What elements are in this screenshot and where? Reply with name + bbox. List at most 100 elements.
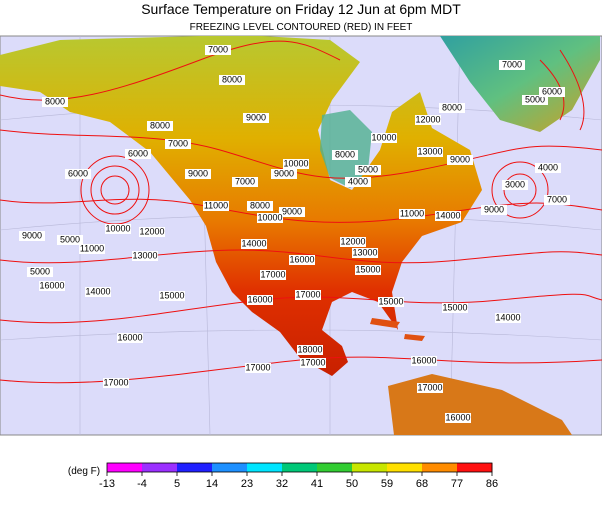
colorbar-segment — [142, 463, 178, 472]
colorbar-frame — [106, 462, 493, 473]
contour-label-bg — [19, 231, 45, 241]
contour-label-bg — [27, 267, 53, 277]
contour-label: 16000 — [247, 294, 272, 304]
colorbar-tick-label: 41 — [311, 478, 323, 490]
colorbar-tick-label: 14 — [206, 478, 218, 490]
contour-label-bg — [159, 291, 185, 301]
contour-label-bg — [279, 207, 305, 217]
contour-label: 8000 — [150, 120, 170, 130]
contour-label-bg — [411, 356, 437, 366]
contour-label: 10000 — [371, 132, 396, 142]
contour-label: 17000 — [295, 289, 320, 299]
contour-label-bg — [257, 213, 283, 223]
contour-label-bg — [417, 147, 443, 157]
contour-label-bg — [165, 139, 191, 149]
contour-label: 9000 — [484, 204, 504, 214]
contour-label-bg — [439, 103, 465, 113]
contour-label: 14000 — [241, 238, 266, 248]
contour-label-bg — [535, 163, 561, 173]
contour-label-bg — [399, 209, 425, 219]
contour-label: 15000 — [355, 264, 380, 274]
contour-label-bg — [271, 169, 297, 179]
contour-label: 12000 — [340, 236, 365, 246]
contour-label-bg — [260, 270, 286, 280]
colorbar-tick-label: 50 — [346, 478, 358, 490]
contour-label-bg — [241, 239, 267, 249]
caribbean-islands — [370, 318, 425, 341]
contour-label-bg — [219, 75, 245, 85]
colorbar-tick-label: 77 — [451, 478, 463, 490]
colorbar-tick-label: 86 — [486, 478, 498, 490]
contour-label-bg — [245, 363, 271, 373]
contour-label: 17000 — [417, 382, 442, 392]
greenland — [440, 36, 600, 132]
colorbar-unit: (deg F) — [68, 466, 100, 477]
contour-label: 7000 — [168, 138, 188, 148]
contour-label-bg — [283, 159, 309, 169]
contour-label-bg — [522, 95, 548, 105]
contour-label-bg — [147, 121, 173, 131]
colorbar-segment — [177, 463, 213, 472]
contour-label-bg — [103, 378, 129, 388]
contour-label: 10000 — [283, 158, 308, 168]
contour-label-bg — [539, 87, 565, 97]
contour-label-bg — [355, 165, 381, 175]
contour-label-bg — [447, 155, 473, 165]
contour-label: 16000 — [445, 412, 470, 422]
contour-label-bg — [65, 169, 91, 179]
contour-label: 16000 — [117, 332, 142, 342]
contour-label: 11000 — [204, 200, 228, 210]
colorbar-segment — [352, 463, 388, 472]
contour-label: 5000 — [60, 234, 80, 244]
colorbar-segment — [107, 463, 143, 472]
contour-label: 4000 — [348, 176, 368, 186]
title: Surface Temperature on Friday 12 Jun at … — [141, 1, 461, 17]
colorbar-tick-label: -13 — [99, 478, 115, 490]
contour-label: 9000 — [274, 168, 294, 178]
contour-label: 15000 — [378, 296, 403, 306]
contour-label-bg — [417, 383, 443, 393]
contour-label: 10000 — [105, 223, 130, 233]
colorbar-segment — [422, 463, 458, 472]
contour-label-bg — [125, 149, 151, 159]
contour-label: 17000 — [260, 269, 285, 279]
contour-label-bg — [139, 227, 165, 237]
contour-label-bg — [79, 244, 105, 254]
contour-label: 9000 — [246, 112, 266, 122]
contour-label-bg — [132, 251, 158, 261]
colorbar-tick-label: 59 — [381, 478, 393, 490]
contour-label: 11000 — [80, 243, 104, 253]
contour-label: 9000 — [22, 230, 42, 240]
contour-label-bg — [289, 255, 315, 265]
contour-label: 10000 — [257, 212, 282, 222]
contour-label-bg — [42, 97, 68, 107]
colorbar-segment — [457, 463, 493, 472]
contour-label: 18000 — [297, 344, 322, 354]
colorbar-tick-label: 68 — [416, 478, 428, 490]
contour-label-bg — [247, 201, 273, 211]
contour-label-bg — [203, 201, 229, 211]
contour-label-bg — [442, 303, 468, 313]
contour-label-bg — [502, 180, 528, 190]
contour-label-bg — [205, 45, 231, 55]
contour-label: 7000 — [208, 44, 228, 54]
contour-label: 5000 — [358, 164, 378, 174]
contour-label: 7000 — [502, 59, 522, 69]
contour-label: 6000 — [542, 86, 562, 96]
contour-label: 17000 — [103, 377, 128, 387]
contour-label-bg — [445, 413, 471, 423]
contour-label-bg — [481, 205, 507, 215]
contour-label: 8000 — [222, 74, 242, 84]
colorbar-segment — [317, 463, 353, 472]
contour-label: 5000 — [525, 94, 545, 104]
contour-label: 8000 — [250, 200, 270, 210]
contour-label-bg — [345, 177, 371, 187]
contour-label-bg — [378, 297, 404, 307]
contour-label: 15000 — [442, 302, 467, 312]
colorbar-tick-label: 23 — [241, 478, 253, 490]
contour-label: 8000 — [442, 102, 462, 112]
contour-label: 13000 — [352, 247, 377, 257]
contour-label: 15000 — [159, 290, 184, 300]
